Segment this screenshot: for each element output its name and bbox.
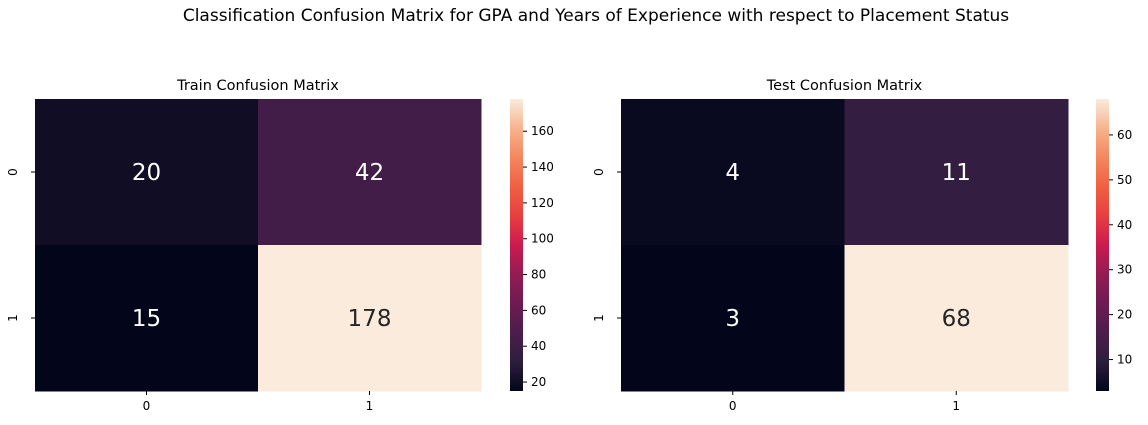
train-cell-value-1-1: 178 (348, 306, 392, 332)
train-panel-title: Train Confusion Matrix (176, 78, 339, 94)
test-panel-title: Test Confusion Matrix (766, 78, 923, 94)
train-y-tick-label-0: 0 (6, 168, 20, 176)
test-cell-1-0 (621, 245, 845, 392)
test-colorbar-tick-label-4: 50 (1117, 173, 1132, 187)
train-y-tick-label-1: 1 (6, 314, 20, 322)
test-colorbar-tick-label-3: 40 (1117, 218, 1132, 232)
train-cell-1-1 (258, 245, 482, 392)
train-colorbar (510, 99, 523, 391)
train-x-tick-label-1: 1 (366, 399, 374, 413)
train-colorbar-tick-label-4: 100 (531, 232, 554, 246)
test-cell-0-1 (844, 99, 1069, 246)
test-cell-value-1-0: 3 (725, 306, 740, 332)
test-colorbar-tick-label-1: 20 (1117, 308, 1132, 322)
train-cell-0-0 (35, 99, 259, 246)
test-colorbar-tick-label-0: 10 (1117, 353, 1132, 367)
figure-title: Classification Confusion Matrix for GPA … (182, 6, 1010, 26)
train-x-tick-label-0: 0 (143, 399, 151, 413)
test-x-tick-label-0: 0 (729, 399, 737, 413)
test-colorbar-tick-label-5: 60 (1117, 128, 1132, 142)
test-colorbar (1096, 99, 1109, 391)
train-colorbar-tick-label-5: 120 (531, 196, 554, 210)
train-cell-value-1-0: 15 (132, 306, 161, 332)
test-x-tick-label-1: 1 (952, 399, 960, 413)
test-cell-value-1-1: 68 (942, 306, 971, 332)
test-cell-value-0-1: 11 (942, 160, 971, 186)
train-colorbar-tick-label-6: 140 (531, 160, 554, 174)
train-cell-0-1 (258, 99, 482, 246)
train-colorbar-tick-label-7: 160 (531, 124, 554, 138)
test-colorbar-tick-label-2: 30 (1117, 263, 1132, 277)
train-cell-value-0-1: 42 (355, 160, 384, 186)
test-cell-value-0-0: 4 (725, 160, 740, 186)
train-colorbar-tick-label-3: 80 (531, 268, 546, 282)
train-colorbar-tick-label-0: 20 (531, 375, 546, 389)
train-cell-1-0 (35, 245, 259, 392)
test-y-tick-label-1: 1 (592, 314, 606, 322)
test-y-tick-label-0: 0 (592, 168, 606, 176)
train-cell-value-0-0: 20 (132, 160, 161, 186)
test-cell-1-1 (844, 245, 1069, 392)
test-cell-0-0 (621, 99, 845, 246)
train-colorbar-tick-label-2: 60 (531, 303, 546, 317)
train-colorbar-tick-label-1: 40 (531, 339, 546, 353)
